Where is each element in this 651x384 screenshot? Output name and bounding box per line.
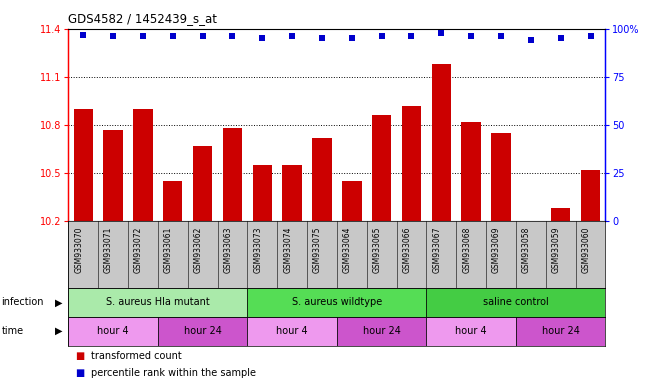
Point (227, 33, 238, 40)
Point (406, 33, 417, 40)
Text: GSM933071: GSM933071 (104, 226, 113, 273)
Text: ▶: ▶ (55, 297, 62, 308)
Point (167, 33, 178, 40)
Bar (551, 208, 570, 221)
Text: GSM933064: GSM933064 (343, 226, 352, 273)
Point (585, 33, 596, 40)
Text: GSM933073: GSM933073 (253, 226, 262, 273)
Point (346, 35, 357, 41)
Bar (312, 137, 331, 221)
Bar (372, 115, 391, 221)
Bar (247, 288, 426, 317)
Point (257, 35, 268, 41)
Text: hour 4: hour 4 (455, 326, 487, 336)
Bar (337, 317, 426, 346)
Bar (133, 109, 152, 221)
Text: GSM933072: GSM933072 (134, 226, 143, 273)
Bar (247, 317, 337, 346)
Text: GSM933067: GSM933067 (432, 226, 441, 273)
Bar (74, 109, 93, 221)
Bar (581, 170, 600, 221)
Bar (104, 129, 123, 221)
Point (555, 35, 566, 41)
Bar (223, 128, 242, 221)
Point (376, 33, 387, 40)
Text: GDS4582 / 1452439_s_at: GDS4582 / 1452439_s_at (68, 12, 217, 25)
Bar (516, 317, 605, 346)
Text: hour 4: hour 4 (276, 326, 308, 336)
Text: GSM933065: GSM933065 (372, 226, 381, 273)
Text: S. aureus Hla mutant: S. aureus Hla mutant (106, 297, 210, 308)
Text: GSM933063: GSM933063 (223, 226, 232, 273)
Text: saline control: saline control (483, 297, 549, 308)
Text: GSM933061: GSM933061 (164, 226, 173, 273)
Text: percentile rank within the sample: percentile rank within the sample (91, 368, 256, 378)
Point (317, 35, 327, 41)
Text: GSM933060: GSM933060 (581, 226, 590, 273)
Point (197, 33, 208, 40)
Bar (402, 106, 421, 221)
Text: transformed count: transformed count (91, 351, 182, 361)
Text: hour 24: hour 24 (184, 326, 221, 336)
Text: GSM933068: GSM933068 (462, 226, 471, 273)
Bar (462, 122, 481, 221)
Text: hour 24: hour 24 (542, 326, 579, 336)
Bar (492, 133, 510, 221)
Bar (426, 317, 516, 346)
Text: ■: ■ (75, 368, 84, 378)
Bar (163, 181, 182, 221)
Point (108, 33, 118, 40)
Text: infection: infection (1, 297, 44, 308)
Text: GSM933059: GSM933059 (551, 226, 561, 273)
Text: GSM933075: GSM933075 (313, 226, 322, 273)
Text: S. aureus wildtype: S. aureus wildtype (292, 297, 382, 308)
Bar (193, 146, 212, 221)
Bar (283, 165, 302, 221)
Point (496, 33, 506, 40)
Bar (253, 165, 272, 221)
Text: GSM933074: GSM933074 (283, 226, 292, 273)
Point (436, 30, 447, 36)
Text: hour 4: hour 4 (97, 326, 129, 336)
Text: GSM933062: GSM933062 (193, 226, 202, 273)
Bar (68, 288, 247, 317)
Text: GSM933066: GSM933066 (402, 226, 411, 273)
Point (287, 33, 298, 40)
Bar (342, 181, 361, 221)
Point (466, 33, 477, 40)
Bar (68, 317, 158, 346)
Text: GSM933069: GSM933069 (492, 226, 501, 273)
Point (138, 33, 148, 40)
Bar (426, 288, 605, 317)
Bar (432, 64, 451, 221)
Text: ■: ■ (75, 351, 84, 361)
Text: hour 24: hour 24 (363, 326, 400, 336)
Text: GSM933070: GSM933070 (74, 226, 83, 273)
Text: GSM933058: GSM933058 (522, 226, 531, 273)
Bar (158, 317, 247, 346)
Text: ▶: ▶ (55, 326, 62, 336)
Text: time: time (1, 326, 23, 336)
Point (78, 31, 89, 38)
Point (525, 37, 536, 43)
